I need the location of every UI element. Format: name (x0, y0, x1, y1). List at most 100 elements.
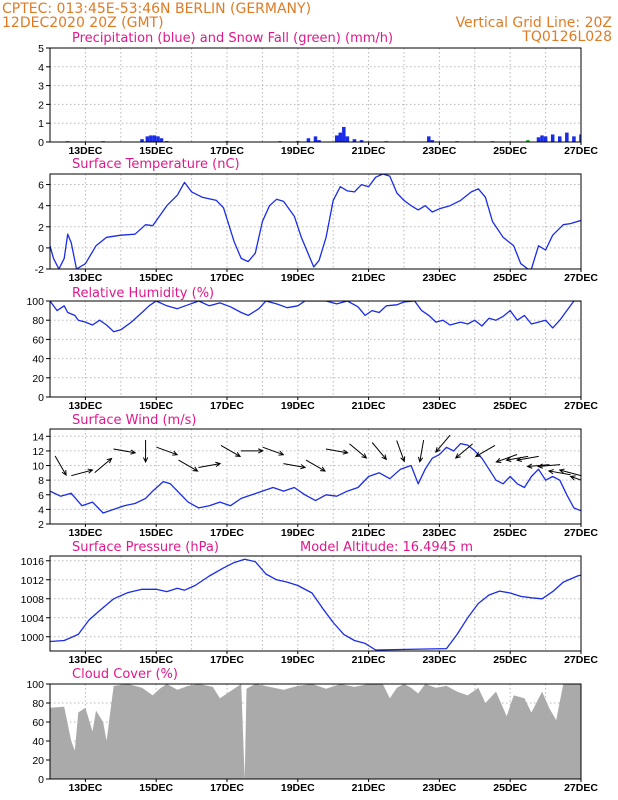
wind-xtick-label: 15DEC (139, 527, 173, 539)
wind-arrow (435, 434, 451, 453)
cloud-cover-ytick-label: 0 (38, 774, 44, 786)
precipitation-bar (345, 136, 350, 142)
temperature-panel: Surface Temperature (nC) -2 0 2 4 6 13DEC 15DE… (35, 157, 599, 284)
wind-arrow-head (192, 466, 199, 472)
wind-arrow (454, 443, 473, 459)
precipitation-ytick-label: 4 (38, 62, 44, 74)
wind-xtick-label: 27DEC (564, 527, 598, 539)
wind-arrow-shaft (178, 459, 198, 472)
pressure-xtick-label: 13DEC (68, 654, 102, 666)
wind-ytick-label: 8 (38, 475, 44, 487)
temperature-xtick-label: 21DEC (352, 272, 386, 284)
header-location: CPTEC: 013:45E-53:46N BERLIN (GERMANY) (2, 1, 311, 17)
precipitation-bar (342, 126, 346, 142)
humidity-xtick-label: 19DEC (281, 400, 315, 412)
pressure-xtick-label: 17DEC (210, 654, 244, 666)
precipitation-bar (156, 136, 160, 142)
wind-arrow-shaft (527, 464, 550, 467)
snow-fall-bar (526, 140, 530, 142)
wind-arrow-head (87, 468, 94, 474)
pressure-ytick-label: 1016 (21, 556, 45, 568)
cloud-cover-ytick-label: 40 (32, 736, 44, 748)
wind-arrow (54, 455, 67, 477)
precipitation-ytick-label: 0 (38, 137, 44, 149)
wind-arrow (262, 446, 285, 456)
wind-arrow-head (505, 456, 512, 462)
wind-arrow-shaft (94, 458, 112, 473)
wind-arrow (198, 461, 222, 468)
wind-arrow-shaft (419, 440, 425, 462)
wind-arrow (325, 448, 349, 455)
wind-line (50, 442, 581, 514)
precipitation-bar (145, 136, 150, 142)
wind-title: Surface Wind (m/s) (72, 413, 196, 428)
wind-arrow-head (569, 475, 576, 481)
wind-arrow-head (592, 475, 597, 479)
cloud-cover-xtick-label: 17DEC (210, 782, 244, 794)
cloud-cover-xtick-label: 21DEC (352, 782, 386, 794)
humidity-ytick-label: 40 (32, 354, 44, 366)
wind-ytick-label: 14 (32, 431, 44, 443)
humidity-panel: Relative Humidity (%) 0 20 40 60 80 100 13DEC 1… (26, 286, 598, 412)
wind-arrow (474, 444, 496, 457)
wind-arrow-head (106, 457, 113, 464)
wind-arrow-head (300, 464, 307, 470)
wind-arrow (113, 448, 137, 455)
wind-arrow-shaft (559, 469, 581, 477)
wind-arrow-shaft (305, 459, 326, 472)
pressure-line (50, 558, 581, 651)
wind-arrow-shaft (220, 444, 241, 457)
temperature-xtick-label: 15DEC (139, 272, 173, 284)
cloud-cover-ytick-label: 100 (26, 679, 44, 691)
humidity-ytick-label: 20 (32, 373, 44, 385)
wind-arrow-head (381, 454, 388, 461)
precipitation-bar (427, 136, 431, 142)
wind-xtick-label: 25DEC (493, 527, 527, 539)
precipitation-bar (313, 136, 318, 142)
wind-arrow-head (547, 469, 554, 475)
wind-arrow (71, 468, 94, 477)
wind-arrow (283, 463, 307, 470)
wind-arrow-head (342, 449, 349, 455)
humidity-frame (49, 300, 582, 398)
wind-xtick-label: 13DEC (68, 527, 102, 539)
wind-arrow-shaft (435, 434, 451, 453)
wind-arrow-head (235, 452, 242, 457)
humidity-ytick-label: 60 (32, 334, 44, 346)
wind-arrow-shaft (496, 453, 518, 463)
wind-ytick-label: 2 (38, 519, 44, 531)
precipitation-bar (359, 140, 364, 142)
precipitation-bar (543, 136, 548, 142)
wind-arrow-head (172, 450, 179, 456)
wind-ytick-label: 10 (32, 461, 44, 473)
wind-frame (49, 428, 582, 525)
humidity-line (50, 301, 581, 333)
cloud-cover-xtick-label: 23DEC (422, 782, 456, 794)
temperature-xtick-label: 25DEC (493, 272, 527, 284)
precipitation-bar (140, 139, 144, 142)
temperature-xtick-label: 17DEC (210, 272, 244, 284)
wind-arrow (94, 457, 113, 473)
temperature-ytick-label: 0 (38, 243, 44, 255)
wind-arrow-shaft (548, 470, 571, 476)
pressure-xtick-label: 19DEC (281, 654, 315, 666)
pressure-ytick-label: 1012 (21, 575, 45, 587)
cloud-cover-ytick-label: 60 (32, 717, 44, 729)
wind-arrow-shaft (455, 443, 473, 459)
wind-arrow-shaft (198, 463, 221, 468)
humidity-xtick-label: 25DEC (493, 400, 527, 412)
wind-arrow-shaft (538, 464, 561, 467)
temperature-xtick-label: 23DEC (422, 272, 456, 284)
cloud-cover-frame (49, 683, 582, 780)
wind-arrow-shaft (283, 463, 306, 468)
humidity-xtick-label: 27DEC (564, 400, 598, 412)
humidity-xtick-label: 21DEC (352, 400, 386, 412)
precipitation-panel: Precipitation (blue) and Snow Fall (gree… (38, 31, 598, 157)
wind-arrow-head (474, 452, 481, 457)
wind-arrow (495, 453, 518, 463)
precipitation-bar (572, 136, 576, 142)
precipitation-ytick-label: 5 (38, 43, 44, 55)
wind-arrow-head (400, 456, 406, 463)
wind-ytick-label: 12 (32, 446, 44, 458)
pressure-frame (49, 555, 582, 652)
